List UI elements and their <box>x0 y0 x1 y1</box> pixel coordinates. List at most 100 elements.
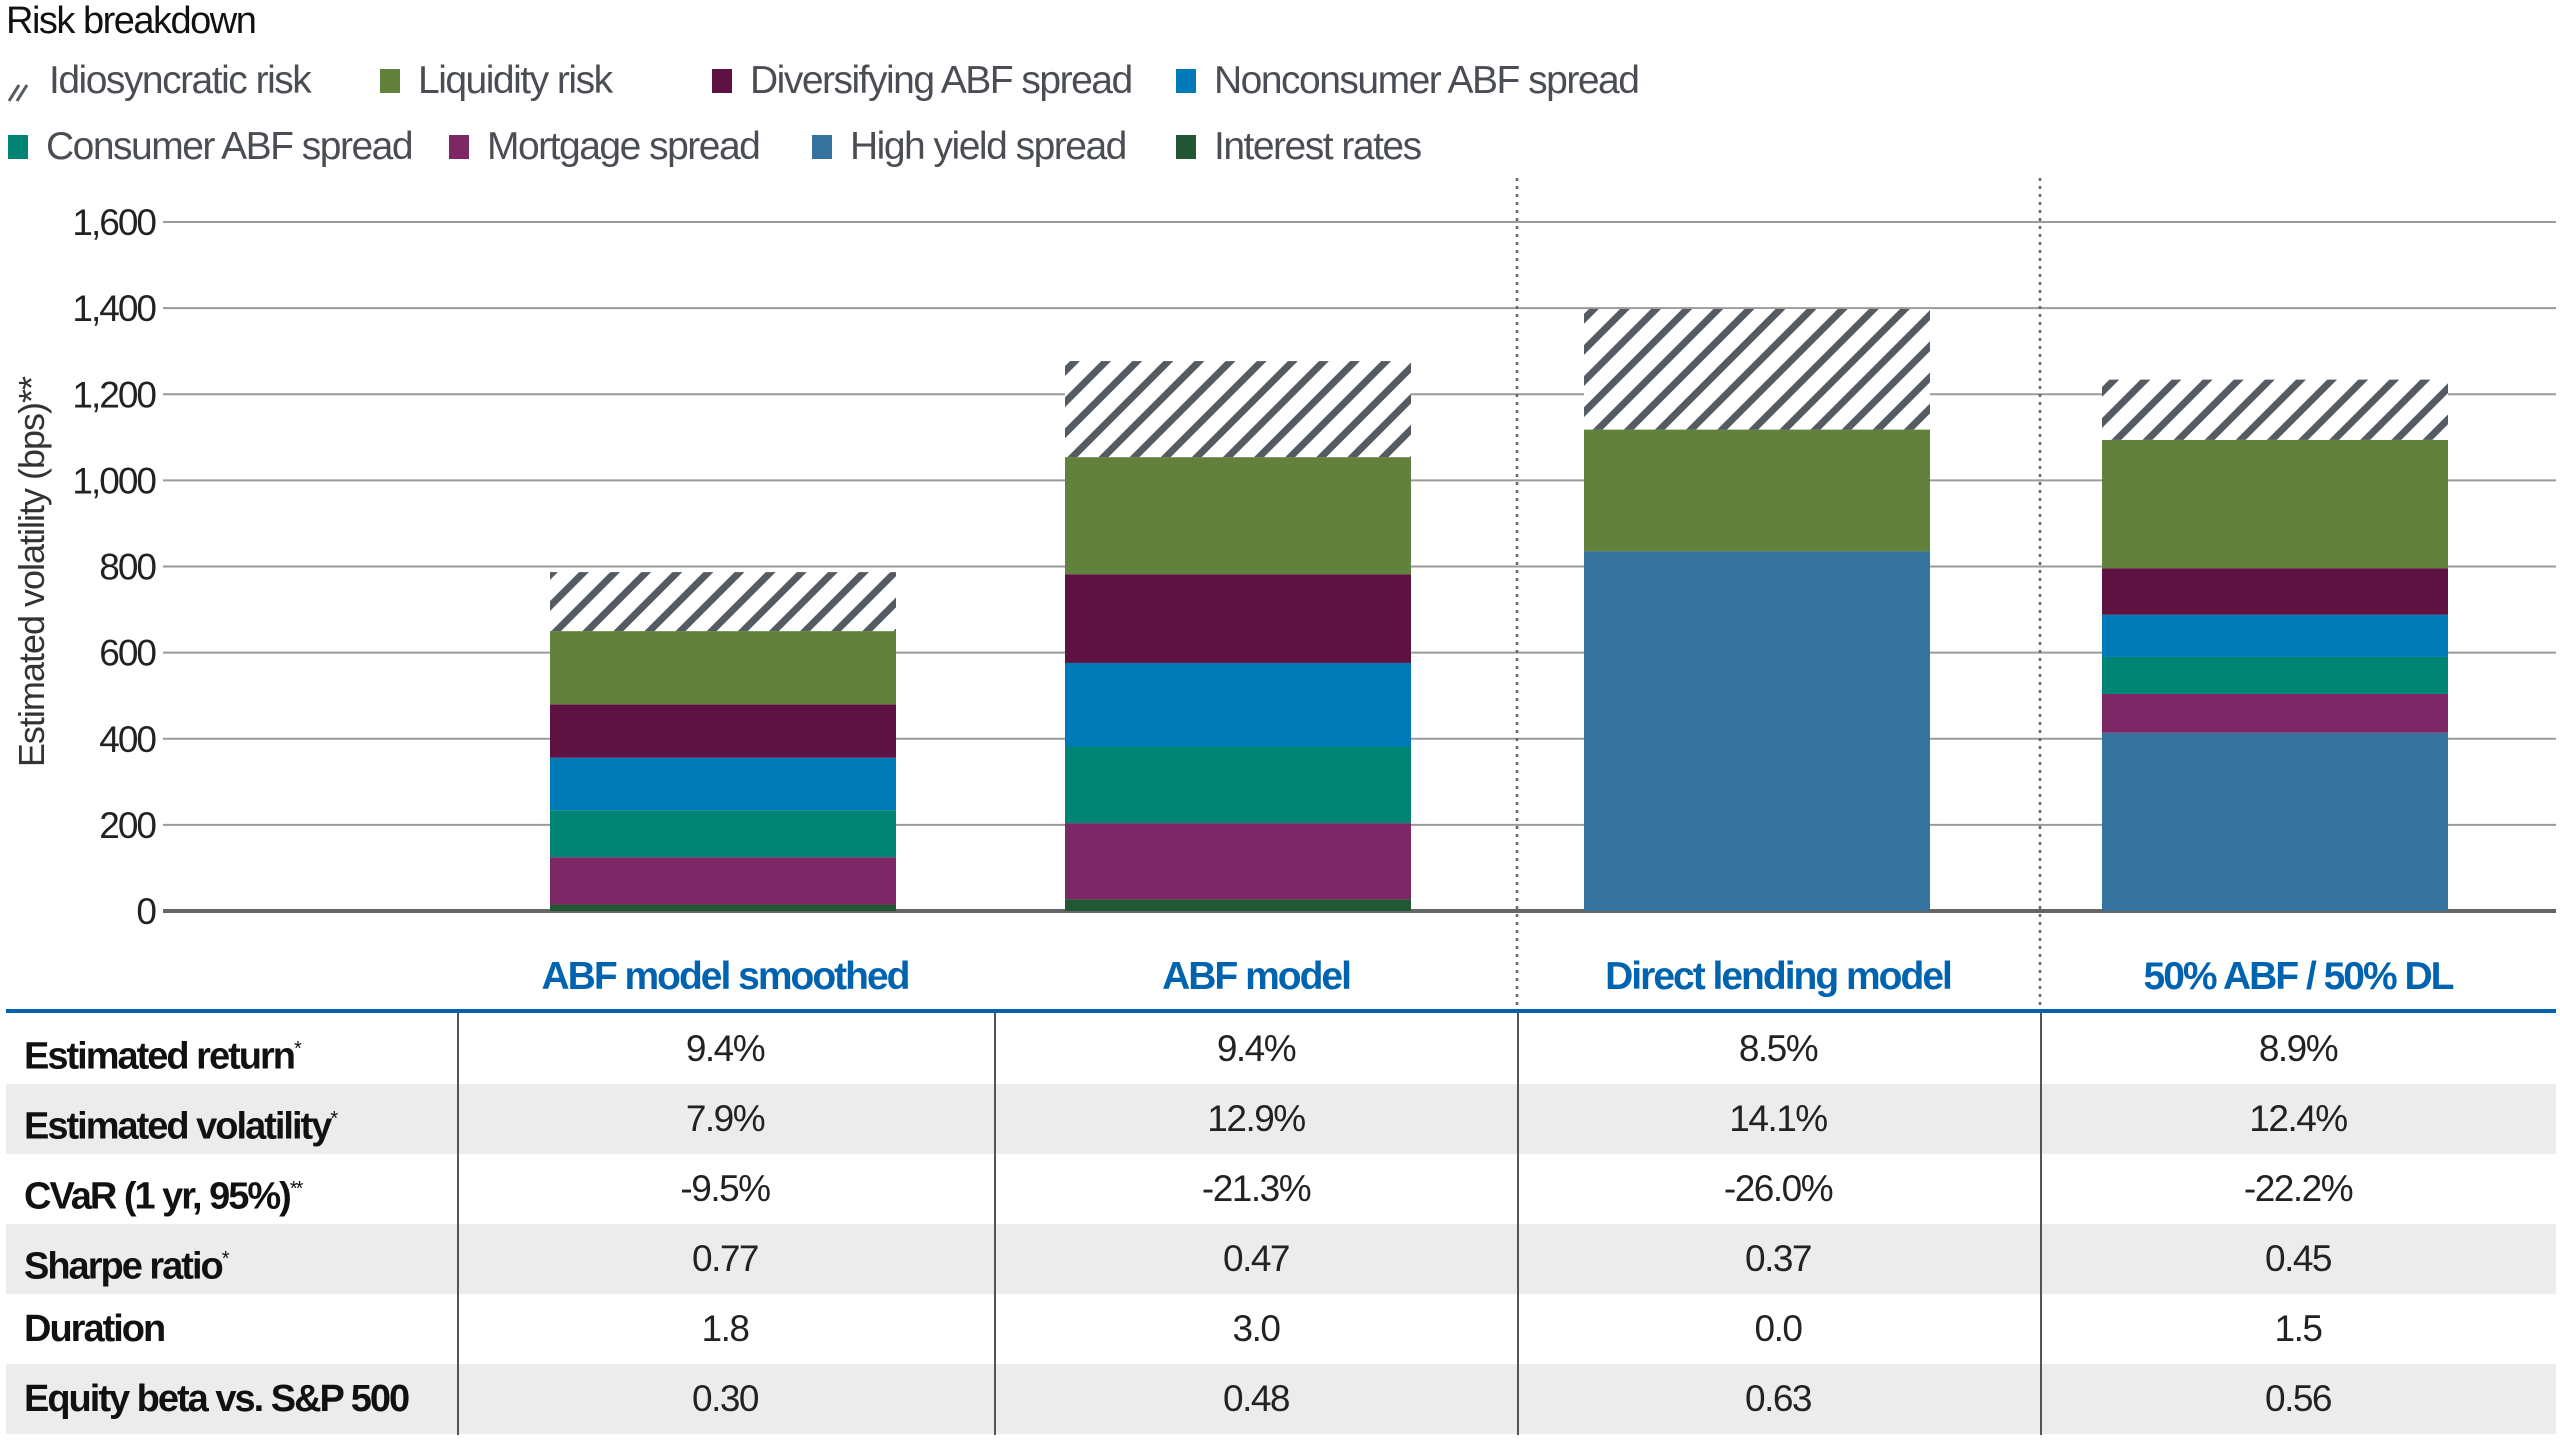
table-cell: 0.63 <box>1744 1378 1813 1419</box>
table-row: Estimated volatility* 7.9% 12.9% 14.1% 12.4% <box>6 1084 2556 1154</box>
bar-segment-liquidity-risk <box>550 631 896 705</box>
y-tick-label: 1,400 <box>72 288 156 329</box>
table-cell: -21.3% <box>1201 1168 1312 1209</box>
row-label: Estimated volatility* <box>24 1105 338 1148</box>
bar-segment-liquidity-risk <box>1065 457 1411 575</box>
y-tick-label: 1,600 <box>72 202 156 243</box>
color-swatch-icon <box>380 69 400 93</box>
table-column-divider <box>1517 1013 1519 1435</box>
bar-segment-diversifying-abf-spread <box>550 704 896 758</box>
bar-segment-consumer-abf-spread <box>550 810 896 858</box>
table-cell: 9.4% <box>1216 1028 1297 1069</box>
stacked-bar-chart: 0 200 400 600 800 1,000 1,200 1,400 1,600 Estima… <box>11 178 2556 1012</box>
column-header: ABF model smoothed <box>541 955 910 998</box>
legend-label: High yield spread <box>850 125 1127 168</box>
chart-title: Risk breakdown <box>6 0 257 42</box>
y-tick-label: 400 <box>99 719 156 760</box>
y-tick-label: 800 <box>99 547 156 588</box>
bar-segment-liquidity-risk <box>2102 439 2448 569</box>
legend-item: Interest rates <box>1176 125 1422 169</box>
bar-segment-diversifying-abf-spread <box>1065 574 1411 663</box>
table-cell: 7.9% <box>685 1098 766 1139</box>
table-cell: 0.77 <box>691 1238 760 1279</box>
table-cell: 0.56 <box>2264 1378 2333 1419</box>
header-rule <box>6 1009 2556 1013</box>
bar-stack <box>550 572 896 911</box>
row-label: CVaR (1 yr, 95%)** <box>24 1175 303 1218</box>
bar-segment-mortgage-spread <box>1065 823 1411 900</box>
legend-label: Consumer ABF spread <box>46 125 414 168</box>
bar-segment-nonconsumer-abf-spread <box>1065 662 1411 747</box>
legend-label: Liquidity risk <box>418 59 613 102</box>
y-tick-label: 1,200 <box>72 374 156 415</box>
table-column-divider <box>2040 1013 2042 1435</box>
y-tick-label: 1,000 <box>72 460 156 501</box>
hatch-swatch-icon <box>7 69 31 102</box>
y-axis-label: Estimated volatility (bps)** <box>11 376 52 767</box>
color-swatch-icon <box>449 135 469 159</box>
bar-segment-nonconsumer-abf-spread <box>550 757 896 811</box>
table-cell: 8.5% <box>1738 1028 1819 1069</box>
table-cell: 0.45 <box>2264 1238 2333 1279</box>
table-cell: 12.4% <box>2249 1098 2348 1139</box>
bar-segment-mortgage-spread <box>2102 693 2448 733</box>
bar-segment-high-yield-spread <box>2102 732 2448 911</box>
table-row: Duration 1.8 3.0 0.0 1.5 <box>6 1294 2556 1364</box>
table-row: Equity beta vs. S&P 500 0.30 0.48 0.63 0.56 <box>6 1364 2556 1434</box>
legend-label: Idiosyncratic risk <box>49 59 312 102</box>
legend-item: High yield spread <box>812 125 1127 169</box>
bar-segment-interest-rates <box>1065 899 1411 911</box>
row-label: Sharpe ratio* <box>24 1245 229 1288</box>
column-header: Direct lending model <box>1605 955 1953 998</box>
legend-label: Nonconsumer ABF spread <box>1214 59 1640 102</box>
table-cell: 8.9% <box>2258 1028 2339 1069</box>
table-cell: 12.9% <box>1207 1098 1306 1139</box>
legend-item: Consumer ABF spread <box>8 125 414 169</box>
bar-stack <box>1584 308 1930 911</box>
table-cell: -9.5% <box>680 1168 771 1209</box>
bar-segment-idiosyncratic-risk <box>1065 361 1411 458</box>
color-swatch-icon <box>8 135 28 159</box>
column-header: 50% ABF / 50% DL <box>2143 955 2455 998</box>
bar-segment-high-yield-spread <box>1584 551 1930 911</box>
bar-segment-idiosyncratic-risk <box>1584 308 1930 430</box>
table-column-divider <box>457 1013 459 1435</box>
table-cell: -22.2% <box>2243 1168 2354 1209</box>
color-swatch-icon <box>1176 69 1196 93</box>
legend-item: Nonconsumer ABF spread <box>1176 59 1640 103</box>
bar-segment-idiosyncratic-risk <box>550 572 896 632</box>
table-row: Estimated return* 9.4% 9.4% 8.5% 8.9% <box>6 1014 2556 1084</box>
bar-segment-diversifying-abf-spread <box>2102 568 2448 615</box>
legend-item: Idiosyncratic risk <box>7 59 312 103</box>
bar-stack <box>1065 361 1411 911</box>
legend-label: Interest rates <box>1214 125 1422 168</box>
color-swatch-icon <box>1176 135 1196 159</box>
table-column-divider <box>994 1013 996 1435</box>
table-row: Sharpe ratio* 0.77 0.47 0.37 0.45 <box>6 1224 2556 1294</box>
legend-item: Liquidity risk <box>380 59 613 103</box>
table-cell: 3.0 <box>1232 1308 1281 1349</box>
row-label: Duration <box>24 1308 166 1350</box>
legend-label: Mortgage spread <box>487 125 761 168</box>
bar-segment-consumer-abf-spread <box>1065 746 1411 824</box>
bar-segment-consumer-abf-spread <box>2102 656 2448 694</box>
y-tick-label: 200 <box>99 805 156 846</box>
bar-segment-idiosyncratic-risk <box>2102 379 2448 440</box>
table-cell: 0.0 <box>1754 1308 1803 1349</box>
table-cell: 1.5 <box>2274 1308 2323 1349</box>
table-cell: 0.30 <box>691 1378 760 1419</box>
table-cell: 1.8 <box>701 1308 750 1349</box>
table-row: CVaR (1 yr, 95%)** -9.5% -21.3% -26.0% -22.2… <box>6 1154 2556 1224</box>
table-cell: -26.0% <box>1723 1168 1834 1209</box>
column-header: ABF model <box>1162 955 1352 998</box>
color-swatch-icon <box>712 69 732 93</box>
table-cell: 9.4% <box>685 1028 766 1069</box>
color-swatch-icon <box>812 135 832 159</box>
legend-label: Diversifying ABF spread <box>750 59 1133 102</box>
bar-segment-interest-rates <box>550 904 896 911</box>
bar-stack <box>2102 379 2448 911</box>
legend-item: Mortgage spread <box>449 125 761 169</box>
row-label: Estimated return* <box>24 1035 302 1078</box>
table-cell: 14.1% <box>1729 1098 1828 1139</box>
bar-segment-mortgage-spread <box>550 857 896 905</box>
